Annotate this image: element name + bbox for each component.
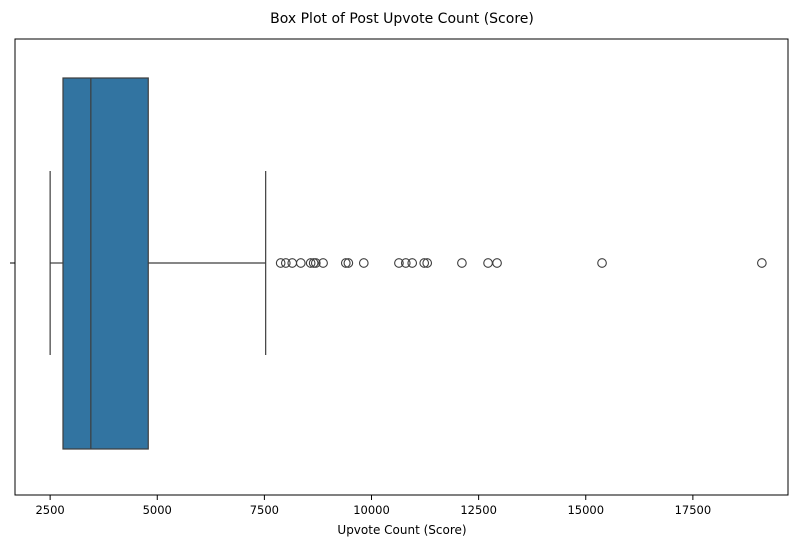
outlier-point <box>422 258 433 268</box>
outlier-point <box>305 258 316 268</box>
outlier-point <box>287 258 298 268</box>
outlier-point <box>280 258 291 268</box>
x-tick-label: 5000 <box>143 503 172 517</box>
outlier-point <box>318 258 328 268</box>
x-tick-label: 17500 <box>675 503 712 517</box>
outlier-point <box>419 258 430 268</box>
outlier-point <box>275 258 286 268</box>
chart-title: Box Plot of Post Upvote Count (Score) <box>270 11 534 27</box>
outlier-point <box>358 258 369 268</box>
x-tick-label: 15000 <box>567 503 604 517</box>
outlier-point <box>394 258 404 268</box>
outlier-point <box>400 258 411 268</box>
outlier-point <box>407 258 418 268</box>
plot-area-frame <box>14 38 789 496</box>
outlier-point <box>295 258 306 268</box>
whiskers <box>49 171 267 355</box>
x-tick-label: 7500 <box>250 503 279 517</box>
x-tick-label: 2500 <box>35 503 64 517</box>
outlier-points <box>275 258 767 268</box>
x-axis: 2500 5000 7500 10000 12500 15000 17500 <box>35 495 711 517</box>
outlier-point <box>310 258 321 268</box>
outlier-point <box>340 258 351 268</box>
outlier-point <box>597 258 607 268</box>
outlier-point <box>457 258 467 268</box>
x-tick-label: 10000 <box>353 503 390 517</box>
x-axis-label: Upvote Count (Score) <box>337 523 466 537</box>
outlier-point <box>483 258 493 268</box>
outlier-point <box>343 258 354 268</box>
outlier-point <box>492 258 502 268</box>
x-tick-label: 12500 <box>460 503 497 517</box>
box-iqr <box>62 77 149 450</box>
outlier-point <box>757 258 767 268</box>
